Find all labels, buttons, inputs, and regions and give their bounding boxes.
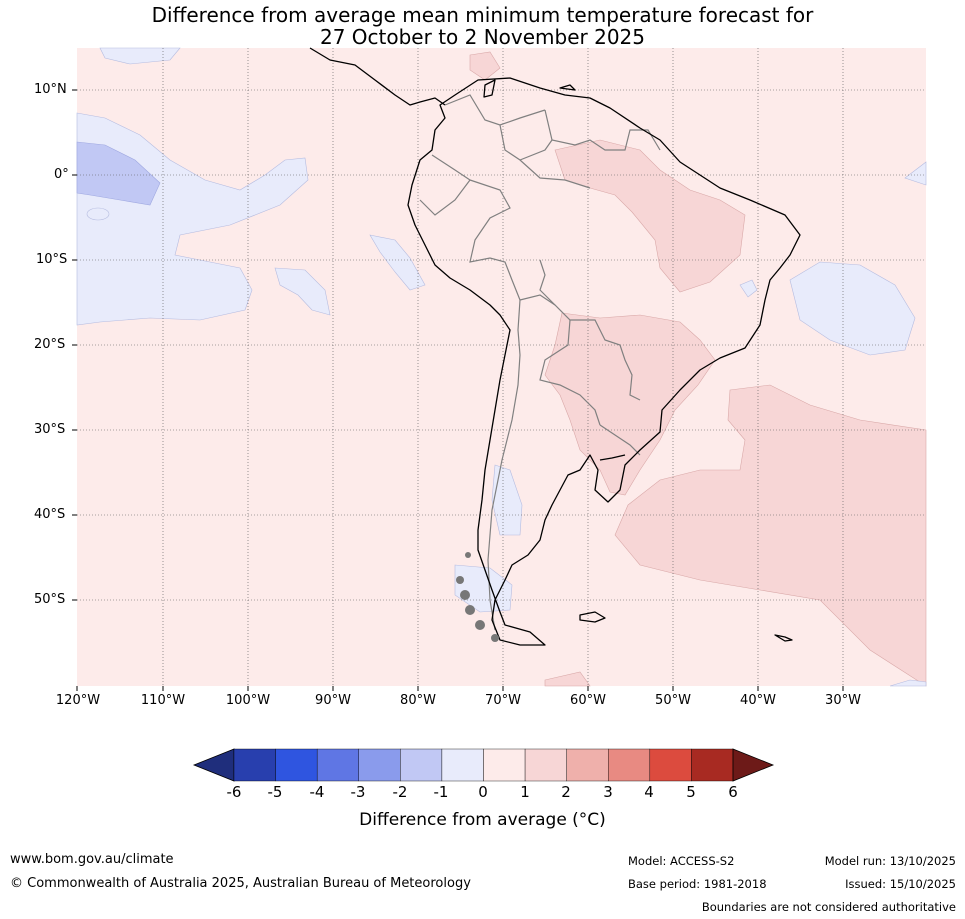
warm-region-amazon bbox=[554, 139, 746, 293]
warm-region-caribbean bbox=[469, 51, 501, 81]
colorbar-segment bbox=[316, 748, 359, 782]
cool-region-equatorial-atlantic bbox=[904, 161, 927, 186]
colorbar-tick-label: -3 bbox=[350, 783, 366, 801]
chile-archipelago bbox=[456, 552, 499, 642]
cool-region-brazil-offshore bbox=[789, 261, 916, 356]
lon-label-50w: 50°W bbox=[655, 693, 691, 708]
lat-label-50s: 50°S bbox=[34, 592, 66, 607]
coast-caribbean-islands bbox=[483, 79, 576, 98]
title-line-2: 27 October to 2 November 2025 bbox=[319, 25, 646, 49]
lon-label-70w: 70°W bbox=[485, 693, 521, 708]
lat-label-20s: 20°S bbox=[34, 337, 66, 352]
colorbar-segment bbox=[608, 748, 651, 782]
lon-label-40w: 40°W bbox=[740, 693, 776, 708]
lon-label-90w: 90°W bbox=[315, 693, 351, 708]
cool-region-ecuador-offshore bbox=[369, 234, 426, 291]
lat-label-40s: 40°S bbox=[34, 507, 66, 522]
cool-region-far-south-atlantic bbox=[889, 679, 927, 687]
colorbar-extend-high bbox=[732, 748, 775, 782]
colorbar-segment bbox=[358, 748, 401, 782]
footer-issued: Issued: 15/10/2025 bbox=[845, 877, 956, 891]
cool-region-small-pacific bbox=[86, 207, 110, 221]
colorbar bbox=[192, 748, 775, 782]
lat-label-0: 0° bbox=[54, 167, 69, 182]
colorbar-tick-label: 2 bbox=[561, 783, 571, 801]
graticule bbox=[77, 48, 926, 686]
lon-label-110w: 110°W bbox=[140, 693, 186, 708]
lat-label-10s: 10°S bbox=[36, 252, 68, 267]
colorbar-title: Difference from average (°C) bbox=[359, 810, 606, 830]
warm-region-atlantic bbox=[614, 384, 927, 687]
colorbar-extend-low bbox=[192, 748, 235, 782]
cool-region-brazil-coast bbox=[739, 279, 758, 298]
lon-label-80w: 80°W bbox=[400, 693, 436, 708]
colorbar-segment bbox=[483, 748, 526, 782]
title-line-1: Difference from average mean minimum tem… bbox=[151, 3, 814, 27]
lat-label-30s: 30°S bbox=[34, 422, 66, 437]
colorbar-tick-label: 5 bbox=[686, 783, 696, 801]
colorbar-tick-label: 1 bbox=[520, 783, 530, 801]
colorbar-segment bbox=[649, 748, 692, 782]
lon-label-60w: 60°W bbox=[570, 693, 606, 708]
colorbar-segment bbox=[691, 748, 734, 782]
coast-south-georgia bbox=[774, 634, 793, 642]
footer-model: Model: ACCESS-S2 bbox=[628, 854, 735, 868]
axis-ticks bbox=[72, 89, 844, 691]
colorbar-tick-label: 3 bbox=[603, 783, 613, 801]
footer-copyright: © Commonwealth of Australia 2025, Austra… bbox=[10, 876, 471, 891]
lon-label-30w: 30°W bbox=[825, 693, 861, 708]
colorbar-segment bbox=[524, 748, 567, 782]
colorbar-tick-label: 4 bbox=[644, 783, 654, 801]
coastlines bbox=[309, 47, 801, 646]
colorbar-tick-label: -2 bbox=[392, 783, 408, 801]
colorbar-segment bbox=[566, 748, 609, 782]
warm-anomaly-regions bbox=[469, 51, 927, 687]
colorbar-tick-label: -6 bbox=[226, 783, 242, 801]
colorbar-segment bbox=[441, 748, 484, 782]
colorbar-segment bbox=[275, 748, 318, 782]
coast-central-america bbox=[309, 47, 446, 106]
map-title: Difference from average mean minimum tem… bbox=[0, 4, 965, 48]
colorbar-tick-label: 0 bbox=[478, 783, 488, 801]
footer-base-period: Base period: 1981-2018 bbox=[628, 877, 767, 891]
footer-website: www.bom.gov.au/climate bbox=[10, 852, 174, 867]
cool-region-peru-coast bbox=[274, 267, 331, 316]
cool-region-patagonia-north bbox=[491, 464, 523, 536]
cool-region-strong bbox=[76, 141, 161, 206]
lon-label-100w: 100°W bbox=[225, 693, 271, 708]
colorbar-tick-label: -4 bbox=[309, 783, 325, 801]
lat-label-10n: 10°N bbox=[34, 82, 67, 97]
colorbar-tick-label: -5 bbox=[267, 783, 283, 801]
warm-region-brazil-south bbox=[544, 312, 716, 496]
footer-disclaimer: Boundaries are not considered authoritat… bbox=[701, 900, 956, 914]
warm-region-south-pacific bbox=[544, 671, 591, 687]
coast-mainland bbox=[407, 77, 801, 646]
colorbar-tick-label: 6 bbox=[728, 783, 738, 801]
cool-region-north-pacific bbox=[99, 47, 181, 65]
colorbar-segment bbox=[400, 748, 443, 782]
colorbar-segment bbox=[233, 748, 276, 782]
colorbar-tick-label: -1 bbox=[433, 783, 449, 801]
coast-falklands bbox=[579, 611, 606, 623]
lon-label-120w: 120°W bbox=[55, 693, 101, 708]
coast-uruguay bbox=[599, 454, 626, 461]
footer-model-run: Model run: 13/10/2025 bbox=[824, 854, 956, 868]
